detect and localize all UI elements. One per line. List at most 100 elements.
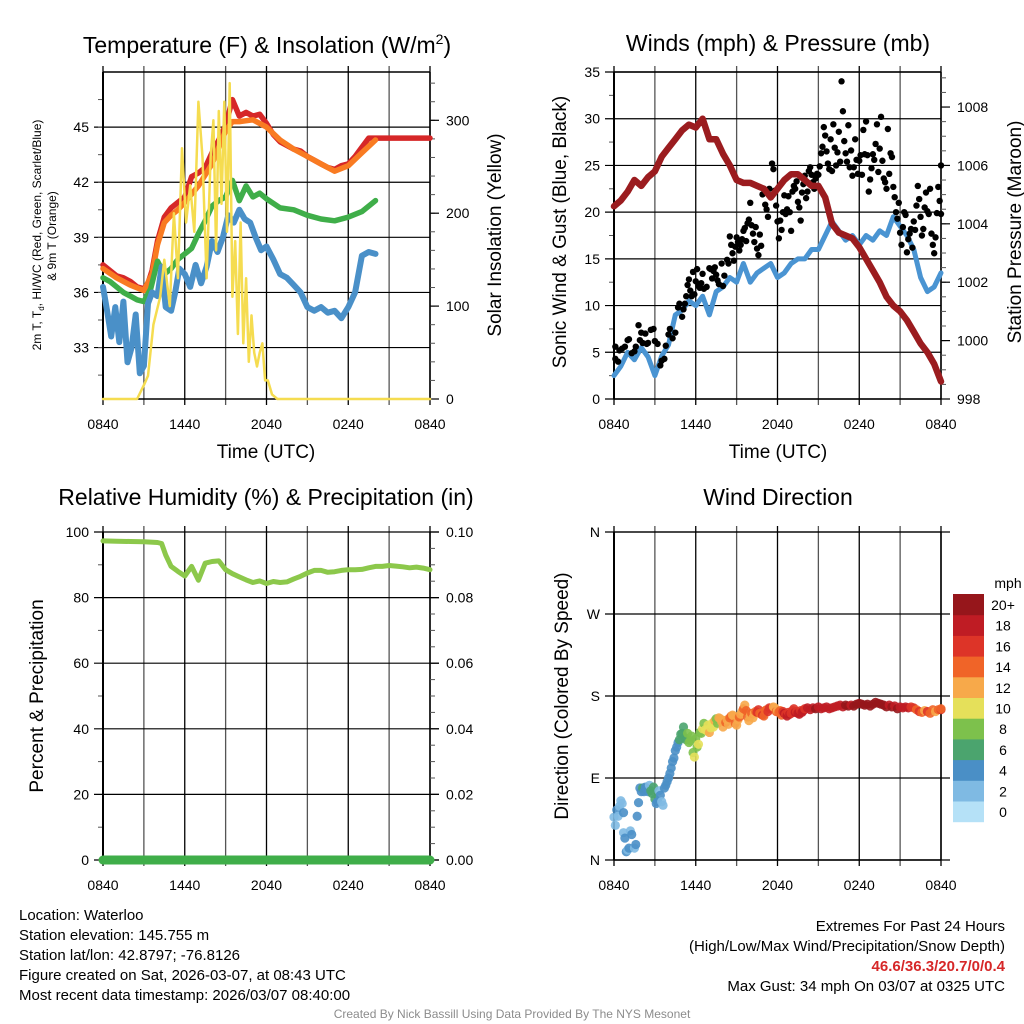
gust-point — [872, 140, 879, 148]
gust-point — [842, 150, 849, 157]
gust-point — [692, 278, 699, 285]
gust-point — [817, 150, 825, 157]
gust-point — [922, 189, 930, 196]
winds-y2-axis-label: Station Pressure (Maroon) — [1005, 121, 1024, 344]
gust-point — [821, 132, 829, 139]
y-tick-label: 10 — [584, 298, 600, 314]
x-tick-label: 1440 — [680, 877, 711, 893]
winds-panel-title: Winds (mph) & Pressure (mb) — [626, 30, 930, 56]
gust-point — [662, 342, 669, 349]
y-tick-label: 36 — [73, 284, 89, 300]
gust-point — [777, 217, 784, 224]
gust-point — [820, 123, 828, 131]
gust-point — [770, 165, 777, 173]
insolation-line — [101, 81, 432, 401]
x-tick-label: 1440 — [169, 416, 200, 432]
gust-point — [687, 287, 694, 294]
x-tick-label: 2040 — [762, 877, 793, 893]
gust-point — [729, 250, 736, 257]
x-tick-label: 1440 — [169, 877, 200, 893]
gust-point — [937, 210, 945, 218]
gust-point — [808, 171, 815, 178]
gust-point — [929, 241, 937, 249]
gust-point — [757, 242, 765, 249]
gust-point — [937, 162, 945, 169]
y-tick-label: 60 — [73, 655, 89, 671]
gust-point — [824, 160, 832, 167]
gust-point — [794, 198, 802, 206]
wind-direction-point — [620, 833, 630, 843]
y2-tick-label: 0.08 — [446, 590, 473, 606]
wind-direction-point — [617, 798, 627, 809]
colorbar-label: 20+ — [991, 597, 1015, 613]
gust-point — [841, 137, 848, 145]
gust-point — [703, 283, 710, 291]
temperature-y-axis-label-2: & 9m T (Orange) — [45, 191, 59, 281]
gust-point — [858, 171, 866, 178]
gust-point — [787, 227, 795, 235]
wind-direction-point — [627, 829, 637, 840]
gust-point — [785, 193, 792, 200]
wind-direction-point — [618, 808, 629, 818]
y-tick-label: 0 — [592, 391, 600, 407]
gust-point — [835, 128, 843, 135]
credit-text: Created By Nick Bassill Using Data Provi… — [333, 1007, 691, 1021]
gust-point — [778, 226, 785, 234]
data-timestamp-text: Most recent data timestamp: 2026/03/07 0… — [19, 987, 351, 1004]
gust-point — [684, 281, 691, 289]
wind-direction-point — [936, 704, 946, 714]
gust-point — [666, 325, 674, 333]
gust-point — [745, 216, 753, 223]
gust-point — [914, 182, 922, 190]
gust-point — [712, 271, 720, 278]
colorbar-label: 8 — [999, 721, 1007, 737]
colorbar-swatch — [953, 718, 984, 740]
gust-point — [850, 164, 857, 171]
wind-direction-plot: N E S W N 0840 1440 2040 0240 0840 — [587, 524, 957, 893]
gust-point — [839, 108, 847, 115]
gust-point — [894, 215, 901, 222]
gust-point — [683, 293, 690, 300]
gust-point — [681, 300, 689, 307]
gust-point — [925, 210, 932, 218]
y-tick-label: 45 — [73, 119, 89, 135]
gust-point — [851, 136, 859, 143]
colorbar-swatch — [953, 614, 984, 636]
gust-point — [635, 321, 642, 329]
y2-tick-label: 0.06 — [446, 655, 473, 671]
y2-tick-label: 1000 — [957, 333, 988, 349]
gust-point — [802, 194, 810, 202]
gust-point — [699, 270, 706, 278]
gust-point — [843, 158, 851, 165]
gust-point — [676, 300, 683, 307]
gust-point — [819, 143, 826, 150]
y-tick-label: N — [590, 852, 600, 868]
wind-direction-point — [631, 839, 641, 850]
gust-point — [751, 238, 758, 246]
gust-point — [654, 340, 661, 348]
y-tick-label: 0 — [81, 852, 89, 868]
gust-point — [737, 241, 744, 249]
colorbar-label: 6 — [999, 742, 1007, 758]
gust-point — [886, 170, 893, 178]
gust-point — [669, 335, 676, 342]
gust-point — [932, 234, 939, 241]
gust-point — [742, 237, 750, 245]
y2-tick-label: 0.00 — [446, 852, 473, 868]
gust-point — [916, 195, 923, 203]
gust-point — [827, 136, 834, 143]
x-tick-label: 0840 — [598, 416, 629, 432]
gust-point — [913, 202, 920, 209]
gust-point — [718, 260, 725, 267]
gust-point — [726, 233, 734, 240]
gust-point — [888, 153, 896, 161]
gust-point — [693, 265, 701, 273]
gust-point — [749, 230, 757, 237]
gust-point — [903, 249, 911, 256]
y2-tick-label: 1002 — [957, 274, 988, 290]
colorbar-swatch — [953, 656, 984, 678]
gust-point — [860, 126, 867, 134]
